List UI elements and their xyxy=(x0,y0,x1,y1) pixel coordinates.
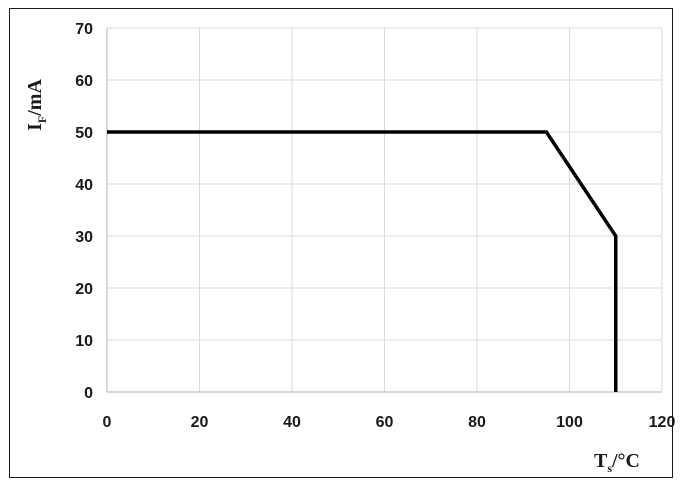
x-tick-labels: 0 20 40 60 80 100 120 xyxy=(103,414,676,431)
x-tick-label: 0 xyxy=(103,414,112,431)
series-layer xyxy=(107,130,618,392)
x-tick-label: 120 xyxy=(649,414,676,431)
y-tick-label: 50 xyxy=(75,125,93,142)
x-tick-label: 80 xyxy=(468,414,486,431)
y-tick-labels: 0 10 20 30 40 50 60 70 xyxy=(75,21,93,402)
y-tick-label: 10 xyxy=(75,333,93,350)
y-tick-label: 30 xyxy=(75,229,93,246)
chart-frame xyxy=(9,8,673,478)
y-tick-label: 20 xyxy=(75,281,93,298)
axes xyxy=(106,28,662,393)
x-tick-label: 40 xyxy=(283,414,301,431)
grid-vertical xyxy=(199,28,663,392)
x-tick-label: 60 xyxy=(376,414,394,431)
x-tick-label: 100 xyxy=(556,414,583,431)
y-tick-label: 70 xyxy=(75,21,93,38)
y-tick-label: 40 xyxy=(75,177,93,194)
x-tick-label: 20 xyxy=(191,414,209,431)
y-tick-label: 60 xyxy=(75,73,93,90)
series-line xyxy=(107,130,618,392)
x-axis-label: Ts/°C xyxy=(594,450,640,475)
y-tick-label: 0 xyxy=(84,385,93,402)
y-axis-label: IF/mA xyxy=(24,79,49,131)
